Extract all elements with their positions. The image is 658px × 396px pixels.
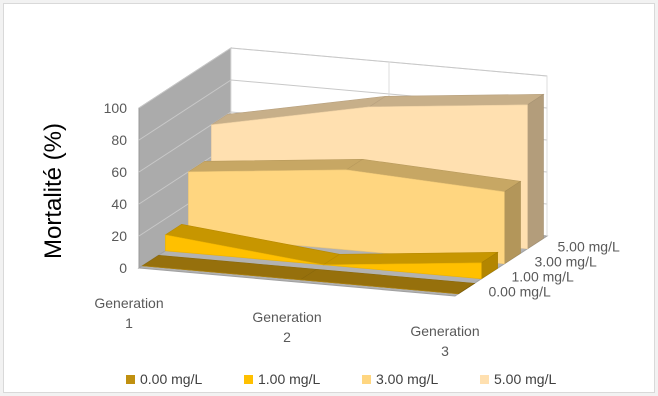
legend-item-0: 0.00 mg/L [126, 371, 202, 387]
legend-item-2: 3.00 mg/L [362, 371, 438, 387]
series-0-front [142, 265, 459, 295]
legend: 0.00 mg/L 1.00 mg/L 3.00 mg/L 5.00 mg/L [126, 371, 556, 387]
legend-swatch-1 [244, 375, 253, 384]
depth-tick-label-0: 0.00 mg/L [489, 284, 551, 300]
y-axis-ticks: 0 20 40 60 80 100 [104, 100, 128, 276]
x-tick-label-2-line-1: 3 [441, 343, 449, 359]
x-tick-label-0-line-1: 1 [125, 315, 133, 331]
y-tick-label-1: 20 [111, 228, 127, 244]
depth-axis-ticks: 0.00 mg/L1.00 mg/L3.00 mg/L5.00 mg/L [489, 239, 620, 300]
series-ribbon-1 [164, 223, 499, 280]
series-3-endcap [527, 93, 544, 250]
depth-tick-label-3: 5.00 mg/L [558, 239, 620, 255]
x-tick-label-1: Generation 2 [252, 309, 321, 345]
y-tick-label-2: 40 [111, 196, 127, 212]
depth-tick-label-2: 3.00 mg/L [535, 254, 597, 270]
y-tick-label-3: 60 [111, 164, 127, 180]
x-tick-label-0-line-0: Generation [94, 295, 163, 311]
y-tick-label-4: 80 [111, 132, 127, 148]
x-axis-ticks: Generation 1 Generation 2 Generation 3 [94, 295, 479, 359]
chart-frame: 0 20 40 60 80 100 Generation 1 Generation 2 Gener… [3, 3, 655, 393]
y-tick-label-5: 100 [104, 100, 128, 116]
series-0-endcap [458, 283, 475, 295]
series-1-front [165, 234, 482, 280]
x-tick-label-1-line-0: Generation [252, 309, 321, 325]
legend-label-0: 0.00 mg/L [140, 371, 202, 387]
legend-swatch-0 [126, 375, 135, 384]
legend-swatch-2 [362, 375, 371, 384]
legend-item-1: 1.00 mg/L [244, 371, 320, 387]
legend-label-2: 3.00 mg/L [376, 371, 438, 387]
series-2-endcap [504, 180, 521, 265]
legend-label-3: 5.00 mg/L [494, 371, 556, 387]
legend-swatch-3 [480, 375, 489, 384]
gridline-y-5 [138, 47, 548, 109]
depth-tick-label-1: 1.00 mg/L [512, 269, 574, 285]
x-tick-label-2-line-0: Generation [410, 323, 479, 339]
legend-label-1: 1.00 mg/L [258, 371, 320, 387]
x-tick-label-0: Generation 1 [94, 295, 163, 331]
y-tick-label-0: 0 [119, 260, 127, 276]
x-tick-label-1-line-1: 2 [283, 329, 291, 345]
series-ribbons [141, 93, 545, 295]
series-ribbon-0 [141, 254, 476, 295]
y-axis-label: Mortalité (%) [40, 123, 67, 259]
legend-item-3: 5.00 mg/L [480, 371, 556, 387]
x-tick-label-2: Generation 3 [410, 323, 479, 359]
